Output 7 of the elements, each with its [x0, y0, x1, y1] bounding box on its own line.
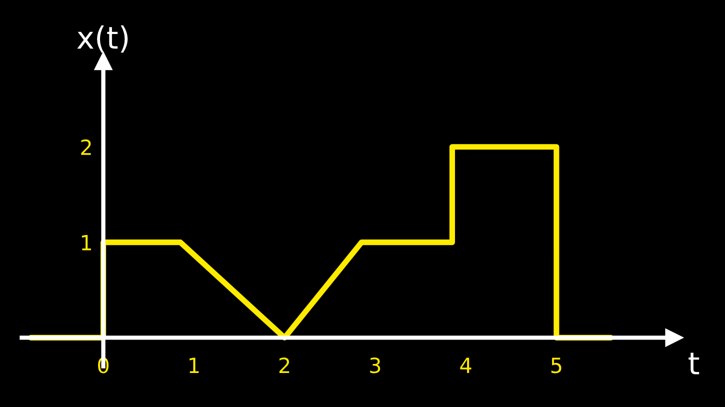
x-tick-label: 4	[460, 358, 472, 373]
x-tick-label: 2	[279, 357, 290, 373]
x-axis-title: t	[688, 352, 700, 374]
x-tick-label: 1	[190, 358, 199, 373]
x-tick-label: 5	[551, 358, 562, 374]
x-tick-label: 3	[370, 357, 380, 374]
y-axis-title: x(t)	[77, 25, 128, 53]
